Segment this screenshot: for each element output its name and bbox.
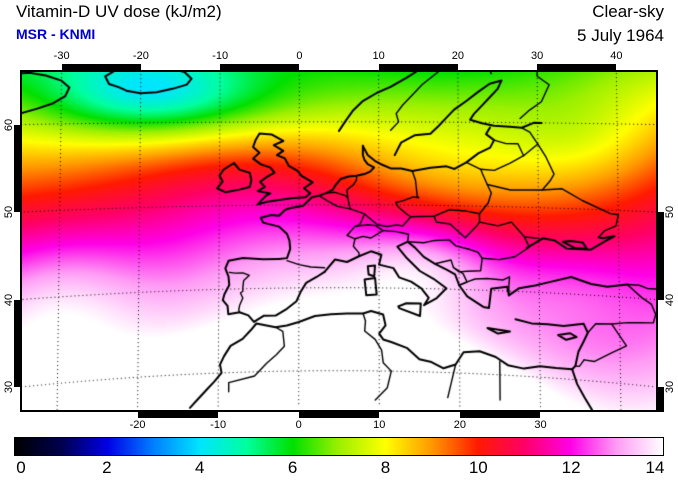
axis-tick-right-40: 40 <box>664 293 676 306</box>
axis-top-tickbar <box>20 64 658 70</box>
axis-tick-bottom-10: 10 <box>373 419 386 431</box>
axis-tick-bottom-0: 0 <box>295 419 302 431</box>
colorbar-tick-6: 6 <box>287 458 298 477</box>
axis-tick-right-30: 30 <box>664 381 676 394</box>
axis-tick-top-40: 40 <box>610 50 623 62</box>
axis-tick-bottom-20: 20 <box>453 419 466 431</box>
axis-tick-right-50: 50 <box>664 206 676 219</box>
colorbar-tick-4: 4 <box>194 458 205 477</box>
axis-tick-bottom-30: 30 <box>534 419 547 431</box>
colorbar-container <box>14 437 664 456</box>
colorbar-tick-0: 0 <box>16 458 26 477</box>
axis-tick-top-20: 20 <box>451 50 464 62</box>
axis-tick-top--20: -20 <box>132 50 149 62</box>
uv-dose-heatmap <box>22 72 656 410</box>
axis-tick-top-30: 30 <box>531 50 544 62</box>
colorbar-tick-12: 12 <box>561 458 581 477</box>
map-plot-area <box>20 70 658 412</box>
colorbar-tick-10: 10 <box>468 458 488 477</box>
axis-tick-left-40: 40 <box>3 293 15 306</box>
axis-tick-bottom--10: -10 <box>210 419 227 431</box>
colorbar-tick-8: 8 <box>380 458 391 477</box>
axis-tick-top--30: -30 <box>53 50 70 62</box>
axis-tick-left-30: 30 <box>3 381 15 394</box>
axis-tick-bottom--20: -20 <box>129 419 146 431</box>
colorbar-tick-2: 2 <box>102 458 112 477</box>
colorbar-tick-14: 14 <box>645 458 665 477</box>
date-label: 5 July 1964 <box>577 26 664 45</box>
axis-tick-left-50: 50 <box>3 206 15 219</box>
chart-header: Vitamin-D UV dose (kJ/m2) MSR - KNMI Cle… <box>0 0 678 50</box>
condition-label: Clear-sky <box>592 2 664 21</box>
axis-tick-left-60: 60 <box>3 118 15 131</box>
axis-left-tickbar <box>14 70 20 412</box>
axis-tick-top--10: -10 <box>212 50 229 62</box>
axis-right-tickbar <box>658 70 664 412</box>
colorbar-gradient <box>14 437 664 456</box>
page-title: Vitamin-D UV dose (kJ/m2) <box>16 2 222 21</box>
axis-tick-top-10: 10 <box>372 50 385 62</box>
axis-bottom-tickbar <box>20 412 658 418</box>
axis-tick-top-0: 0 <box>296 50 303 62</box>
source-label: MSR - KNMI <box>16 26 96 42</box>
